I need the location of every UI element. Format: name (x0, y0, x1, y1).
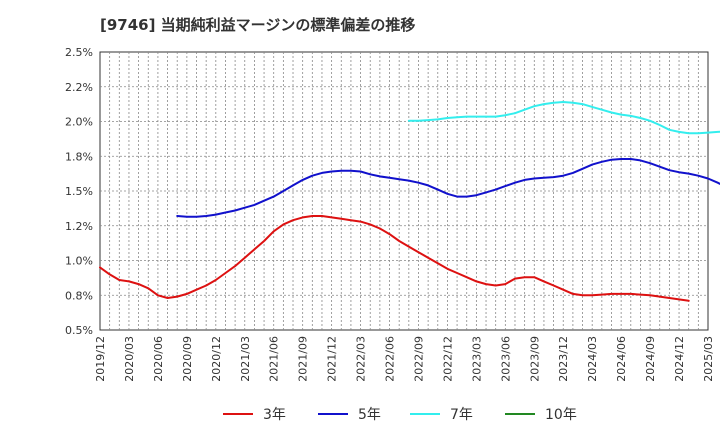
x-tick-label: 2022/06 (384, 336, 397, 382)
x-tick-label: 2020/06 (152, 336, 165, 382)
y-tick-label: 0.8% (65, 289, 93, 302)
x-tick-label: 2025/03 (702, 336, 715, 382)
x-tick-label: 2019/12 (94, 336, 107, 382)
x-tick-label: 2023/03 (470, 336, 483, 382)
y-tick-label: 1.0% (65, 255, 93, 268)
y-tick-label: 1.2% (65, 220, 93, 233)
x-tick-label: 2020/03 (123, 336, 136, 382)
x-tick-label: 2020/09 (181, 336, 194, 382)
legend-label: 3年 (263, 407, 286, 423)
series-line (99, 215, 690, 302)
x-tick-label: 2023/09 (528, 336, 541, 382)
x-tick-label: 2022/03 (355, 336, 368, 382)
y-tick-label: 1.8% (65, 150, 93, 163)
series-line (176, 158, 720, 218)
chart-title: [9746] 当期純利益マージンの標準偏差の推移 (100, 16, 416, 34)
y-tick-label: 1.5% (65, 185, 93, 198)
x-tick-label: 2021/03 (239, 336, 252, 382)
y-tick-label: 2.5% (65, 46, 93, 59)
x-tick-label: 2024/06 (615, 336, 628, 382)
legend-label: 5年 (358, 407, 381, 423)
y-tick-label: 2.2% (65, 81, 93, 94)
x-tick-label: 2024/03 (586, 336, 599, 382)
x-tick-label: 2021/12 (326, 336, 339, 382)
legend-label: 7年 (450, 407, 473, 423)
x-tick-label: 2021/09 (297, 336, 310, 382)
x-tick-label: 2022/12 (441, 336, 454, 382)
x-tick-label: 2022/09 (412, 336, 425, 382)
x-tick-label: 2024/12 (673, 336, 686, 382)
x-tick-label: 2021/06 (268, 336, 281, 382)
x-tick-label: 2023/12 (557, 336, 570, 382)
x-tick-label: 2024/09 (644, 336, 657, 382)
y-tick-label: 2.0% (65, 116, 93, 129)
series-line (407, 101, 720, 135)
x-tick-label: 2020/12 (210, 336, 223, 382)
legend-label: 10年 (545, 407, 577, 423)
y-tick-label: 0.5% (65, 324, 93, 337)
x-tick-label: 2023/06 (499, 336, 512, 382)
